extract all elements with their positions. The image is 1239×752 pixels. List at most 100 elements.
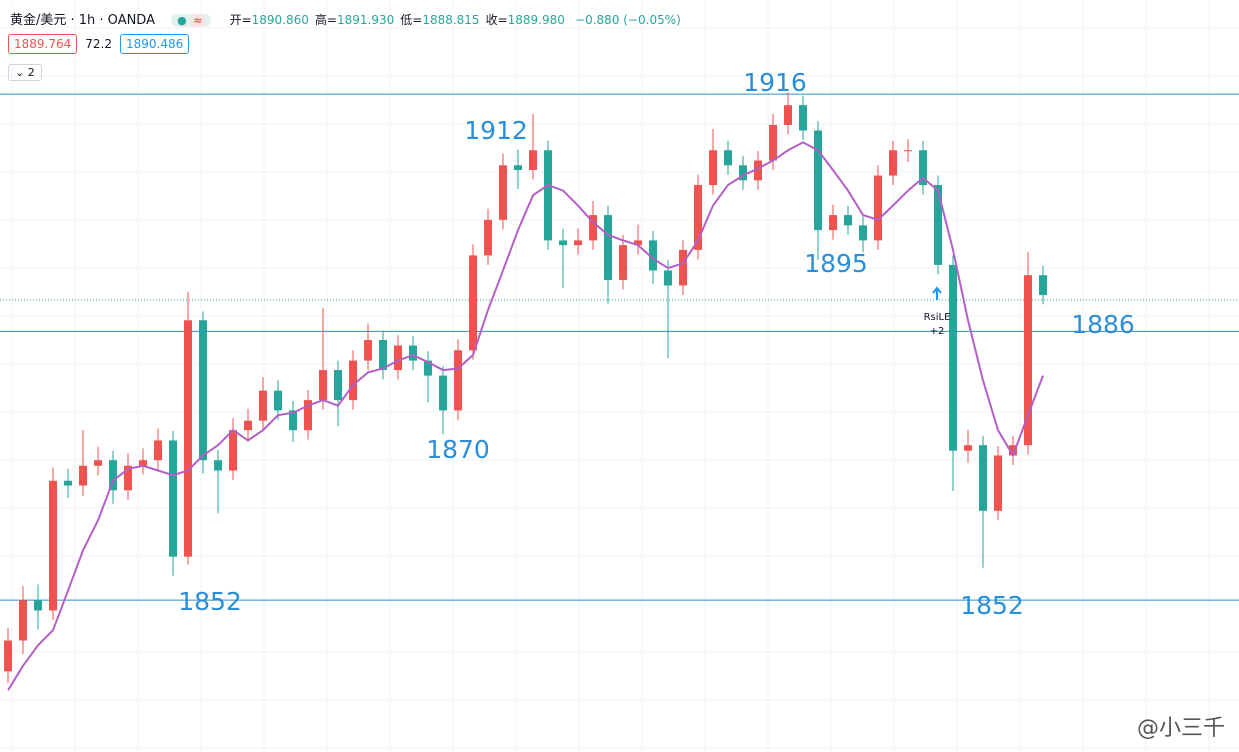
candle-body — [994, 455, 1002, 511]
candle-body — [799, 105, 807, 131]
signal-arrow — [932, 286, 942, 300]
candle-body — [184, 320, 192, 557]
candle-body — [559, 240, 567, 246]
candle-body — [304, 400, 312, 431]
header: 黄金/美元 · 1h · OANDA ● ≈ 开=1890.860 高=1891.… — [10, 9, 687, 28]
candle-body — [199, 320, 207, 461]
candle-body — [574, 240, 582, 246]
candle-body — [814, 130, 822, 231]
candle-body — [979, 445, 987, 511]
ohlc-label: 高= — [314, 13, 337, 27]
ohlc-label: 收= — [485, 13, 508, 27]
candle-body — [1039, 275, 1047, 295]
price-annotation: 1886 — [1071, 310, 1135, 339]
candle-body — [949, 264, 957, 451]
candle-body — [829, 215, 837, 231]
candle-body — [139, 460, 147, 466]
signal-qty: +2 — [930, 326, 945, 337]
candle-body — [364, 340, 372, 361]
candle-body — [529, 150, 537, 171]
ohlc-value: 1890.860 — [251, 13, 309, 27]
candle-body — [274, 390, 282, 411]
symbol: 黄金/美元 · 1h · OANDA — [10, 13, 155, 28]
candle-body — [289, 410, 297, 431]
indicator-toggle[interactable]: ⌄ 2 — [8, 64, 42, 81]
candle-body — [424, 360, 432, 376]
candle-body — [349, 360, 357, 401]
candle-body — [649, 240, 657, 271]
candle-body — [844, 215, 852, 226]
price-annotation: 1916 — [743, 68, 807, 97]
ohlc: 开=1890.860 高=1891.930 低=1888.815 收=1889.980 — [230, 13, 571, 28]
candle-body — [904, 150, 912, 152]
price-annotation: 1870 — [426, 435, 490, 464]
candle-body — [4, 640, 12, 672]
sell-price[interactable]: 1889.764 — [8, 34, 78, 54]
candle-body — [1009, 445, 1017, 456]
trade-row: 1889.764 72.2 1890.486 — [8, 34, 190, 54]
moving-average — [7, 141, 1044, 691]
candle-body — [34, 600, 42, 611]
ohlc-label: 低= — [400, 13, 423, 27]
price-annotation: 1895 — [804, 249, 868, 278]
candle-body — [859, 225, 867, 241]
candle-body — [469, 255, 477, 351]
candle-body — [739, 165, 747, 181]
candle-body — [214, 460, 222, 471]
candle-body — [484, 219, 492, 256]
candle-body — [1024, 275, 1032, 446]
candle-body — [169, 440, 177, 557]
indicator-count: 2 — [27, 66, 35, 79]
candle-body — [64, 480, 72, 486]
candle-body — [94, 460, 102, 466]
candle-body — [589, 215, 597, 241]
candle-body — [259, 390, 267, 421]
price-annotation: 1852 — [960, 591, 1024, 620]
candle-body — [394, 345, 402, 371]
candle-body — [544, 150, 552, 241]
spread: 72.2 — [85, 37, 112, 51]
ohlc-value: 1891.930 — [336, 13, 395, 27]
candle-body — [874, 175, 882, 241]
candle-body — [439, 375, 447, 411]
candle-body — [754, 160, 762, 181]
candle-body — [499, 165, 507, 220]
candle-body — [694, 185, 702, 250]
ohlc-value: 1888.815 — [422, 13, 480, 27]
ohlc-label: 开= — [229, 13, 252, 27]
candle-body — [334, 370, 342, 401]
candle-body — [79, 465, 87, 486]
candle-body — [19, 600, 27, 641]
price-annotation: 1912 — [464, 116, 528, 145]
candle-body — [934, 185, 942, 265]
candle-body — [919, 150, 927, 186]
candle-body — [409, 345, 417, 361]
buy-price[interactable]: 1890.486 — [119, 34, 190, 54]
candle-body — [709, 150, 717, 186]
signal-label: RsiLE — [924, 312, 951, 323]
status: ● ≈ — [171, 14, 212, 27]
candle-body — [889, 150, 897, 176]
watermark: @小三千 — [1136, 716, 1225, 741]
price-annotation: 1852 — [178, 587, 242, 616]
candle-body — [124, 465, 132, 491]
candle-body — [769, 124, 777, 161]
ohlc-value: 1889.980 — [507, 13, 565, 27]
candle-body — [514, 165, 522, 171]
candle-body — [379, 340, 387, 371]
candle-body — [619, 245, 627, 280]
candle-body — [724, 150, 732, 166]
candle-body — [154, 440, 162, 461]
candle-body — [229, 430, 237, 471]
candle-body — [454, 350, 462, 411]
candle-body — [319, 370, 327, 401]
candle-body — [49, 480, 57, 611]
candle-body — [634, 240, 642, 246]
candle-body — [964, 445, 972, 451]
candle-body — [604, 215, 612, 280]
candle-body — [664, 270, 672, 286]
candle-body — [679, 249, 687, 286]
candle-body — [784, 105, 792, 125]
